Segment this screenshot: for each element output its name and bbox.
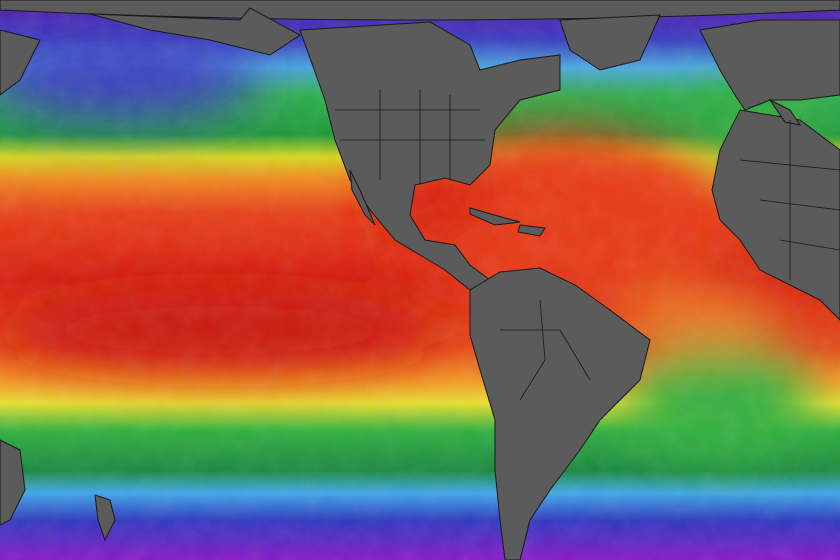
north-america	[299, 21, 561, 291]
asia-east	[0, 29, 41, 96]
africa	[711, 109, 840, 321]
europe	[699, 19, 840, 111]
baja-california	[349, 169, 376, 226]
new-zealand	[94, 494, 116, 542]
country-borders	[500, 299, 591, 401]
greenland	[559, 14, 661, 71]
italy	[768, 98, 802, 126]
africa-borders	[739, 120, 840, 280]
south-america	[469, 267, 651, 560]
cuba	[469, 207, 521, 226]
alaska	[89, 7, 301, 56]
australia	[0, 439, 26, 526]
border-lines	[335, 90, 485, 185]
state-borders	[335, 90, 485, 185]
hispaniola	[517, 224, 546, 237]
